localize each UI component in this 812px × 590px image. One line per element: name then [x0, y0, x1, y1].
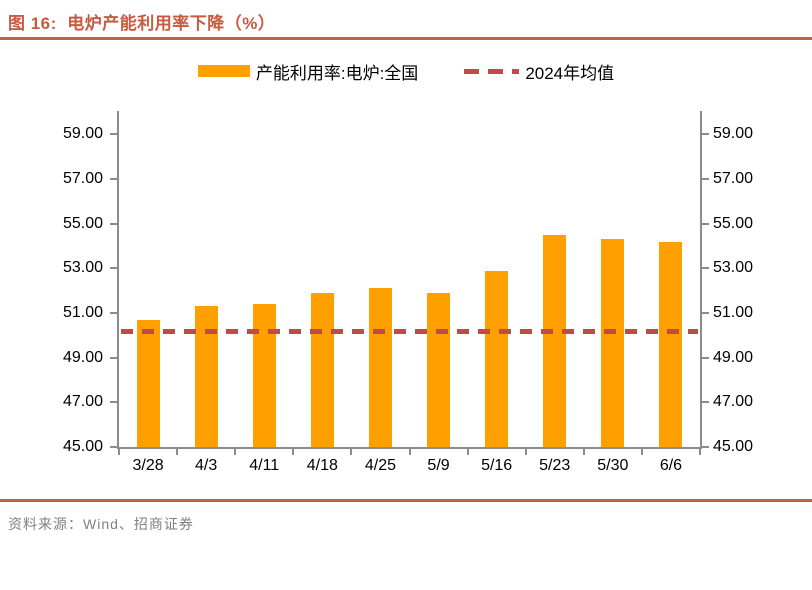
y-tick-label-right: 55.00	[713, 214, 754, 232]
x-tick-label: 4/18	[306, 457, 338, 474]
x-tick-mark	[118, 449, 120, 455]
y-tick-mark-right	[702, 312, 709, 314]
y-tick-mark-right	[702, 267, 709, 270]
y-tick-mark-left	[110, 178, 117, 180]
y-tick-label-right: 59.00	[713, 125, 754, 143]
bar	[543, 234, 567, 447]
y-tick-mark-right	[702, 401, 709, 404]
y-tick-label-right: 49.00	[713, 348, 754, 366]
x-tick-label: 3/28	[132, 457, 164, 474]
y-tick-mark-right	[702, 133, 709, 136]
x-tick-mark	[176, 449, 179, 455]
bar	[310, 292, 334, 447]
x-tick-label: 4/11	[249, 457, 280, 474]
x-tick-label: 4/25	[364, 457, 396, 474]
x-tick-mark	[640, 449, 643, 455]
x-tick-label: 5/30	[597, 457, 629, 474]
bar	[368, 288, 392, 447]
legend-bar-label: 产能利用率:电炉:全国	[255, 63, 419, 83]
y-tick-mark-left	[110, 312, 117, 314]
x-tick-mark	[699, 449, 701, 455]
x-tick-label: 6/6	[659, 457, 683, 474]
y-tick-mark-left	[110, 356, 117, 359]
x-tick-mark	[582, 449, 585, 455]
source-text: 资料来源：Wind、招商证券	[8, 516, 194, 532]
x-tick-mark	[292, 449, 295, 455]
bar	[601, 239, 625, 447]
x-tick-mark	[234, 449, 237, 455]
bar	[194, 306, 218, 447]
legend-bar-swatch	[197, 65, 250, 77]
bar	[136, 319, 160, 447]
chart-legend: 产能利用率:电炉:全国 2024年均值	[0, 59, 812, 84]
y-tick-label-left: 51.00	[62, 304, 103, 321]
y-tick-label-left: 49.00	[62, 348, 103, 366]
y-tick-label-left: 57.00	[62, 170, 103, 187]
y-tick-label-right: 53.00	[713, 259, 754, 277]
y-axis-left	[117, 111, 119, 449]
y-tick-label-right: 51.00	[713, 304, 754, 321]
x-tick-label: 4/3	[195, 457, 218, 474]
y-tick-mark-left	[110, 133, 117, 136]
x-tick-mark	[466, 449, 469, 455]
y-tick-label-left: 55.00	[62, 214, 103, 232]
y-tick-mark-right	[702, 222, 709, 225]
y-tick-mark-left	[110, 446, 117, 448]
bar	[485, 270, 509, 447]
x-tick-mark	[524, 449, 527, 455]
x-tick-label: 5/23	[539, 457, 571, 474]
y-tick-label-left: 59.00	[62, 125, 103, 143]
y-tick-mark-left	[110, 222, 117, 225]
x-tick-label: 5/16	[481, 457, 513, 474]
y-axis-right	[700, 111, 702, 449]
average-line	[121, 328, 698, 334]
x-tick-mark	[350, 449, 353, 455]
legend-item-utilization: 产能利用率:电炉:全国	[197, 59, 419, 84]
title-rule	[0, 37, 812, 40]
y-tick-mark-right	[702, 446, 709, 448]
y-tick-label-right: 47.00	[713, 393, 754, 411]
x-tick-mark	[408, 449, 411, 455]
y-tick-mark-left	[110, 401, 117, 404]
y-tick-label-left: 47.00	[62, 393, 103, 411]
source-rule	[0, 499, 812, 502]
x-axis	[117, 447, 702, 449]
legend-average-label: 2024年均值	[525, 63, 615, 83]
y-tick-mark-left	[110, 267, 117, 270]
x-tick-label: 5/9	[427, 457, 450, 474]
bar	[659, 241, 683, 447]
y-tick-label-right: 57.00	[713, 170, 754, 187]
y-tick-label-left: 45.00	[62, 438, 103, 455]
bar	[427, 292, 451, 447]
y-tick-label-left: 53.00	[62, 259, 103, 277]
bar	[252, 304, 276, 447]
y-tick-label-right: 45.00	[713, 438, 754, 455]
y-tick-mark-right	[702, 178, 709, 180]
legend-item-average: 2024年均值	[464, 59, 614, 84]
figure-title: 图 16: 电炉产能利用率下降（%）	[8, 14, 276, 33]
y-tick-mark-right	[702, 356, 709, 359]
legend-dashed-line-swatch	[464, 68, 520, 74]
